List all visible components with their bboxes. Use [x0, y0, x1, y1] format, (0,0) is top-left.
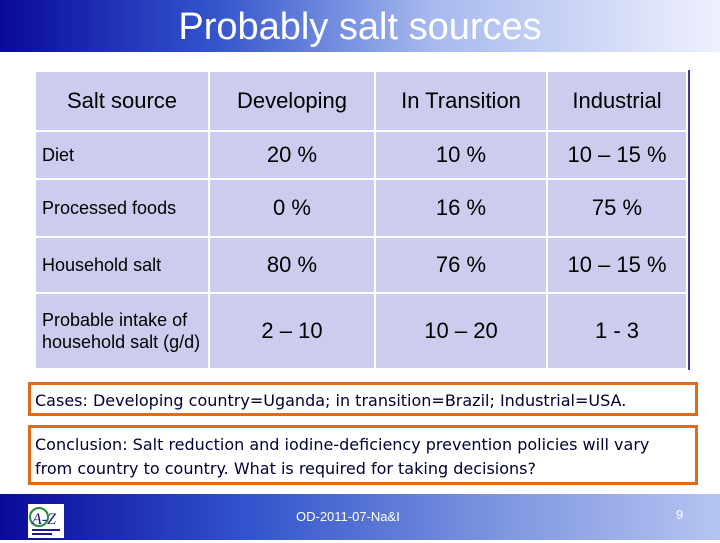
table-row: Household salt 80 % 76 % 10 – 15 % — [34, 236, 688, 294]
cases-note: Cases: Developing country=Uganda; in tra… — [28, 382, 698, 416]
table-row: Processed foods 0 % 16 % 75 % — [34, 178, 688, 238]
row-label: Diet — [34, 130, 210, 180]
logo-text: A-Z — [31, 511, 57, 528]
table-cell: 20 % — [208, 130, 376, 180]
header-in-transition: In Transition — [374, 70, 548, 132]
table-cell: 10 – 20 — [374, 292, 548, 370]
salt-sources-table: Salt source Developing In Transition Ind… — [34, 70, 688, 370]
title-bar — [0, 0, 720, 52]
conclusion-note: Conclusion: Salt reduction and iodine-de… — [28, 425, 698, 485]
table-cell: 16 % — [374, 178, 548, 238]
table-header-row: Salt source Developing In Transition Ind… — [34, 70, 688, 132]
table-cell: 10 – 15 % — [546, 236, 688, 294]
header-developing: Developing — [208, 70, 376, 132]
table-cell: 80 % — [208, 236, 376, 294]
slide-title: Probably salt sources — [178, 6, 542, 48]
page-number: 9 — [676, 507, 684, 522]
row-label: Household salt — [34, 236, 210, 294]
table-row: Diet 20 % 10 % 10 – 15 % — [34, 130, 688, 180]
table-cell: 76 % — [374, 236, 548, 294]
table-cell: 10 – 15 % — [546, 130, 688, 180]
row-label: Probable intake of household salt (g/d) — [34, 292, 210, 370]
table-row: Probable intake of household salt (g/d) … — [34, 292, 688, 370]
header-salt-source: Salt source — [34, 70, 210, 132]
a-z-logo-icon: A-Z — [28, 504, 64, 538]
table-cell: 0 % — [208, 178, 376, 238]
table-cell: 2 – 10 — [208, 292, 376, 370]
table-cell: 1 - 3 — [546, 292, 688, 370]
footer-bar — [0, 494, 720, 540]
footer-text: OD-2011-07-Na&I — [296, 509, 400, 524]
table-cell: 10 % — [374, 130, 548, 180]
table-cell: 75 % — [546, 178, 688, 238]
header-industrial: Industrial — [546, 70, 688, 132]
row-label: Processed foods — [34, 178, 210, 238]
salt-sources-table-frame: Salt source Developing In Transition Ind… — [34, 70, 690, 370]
